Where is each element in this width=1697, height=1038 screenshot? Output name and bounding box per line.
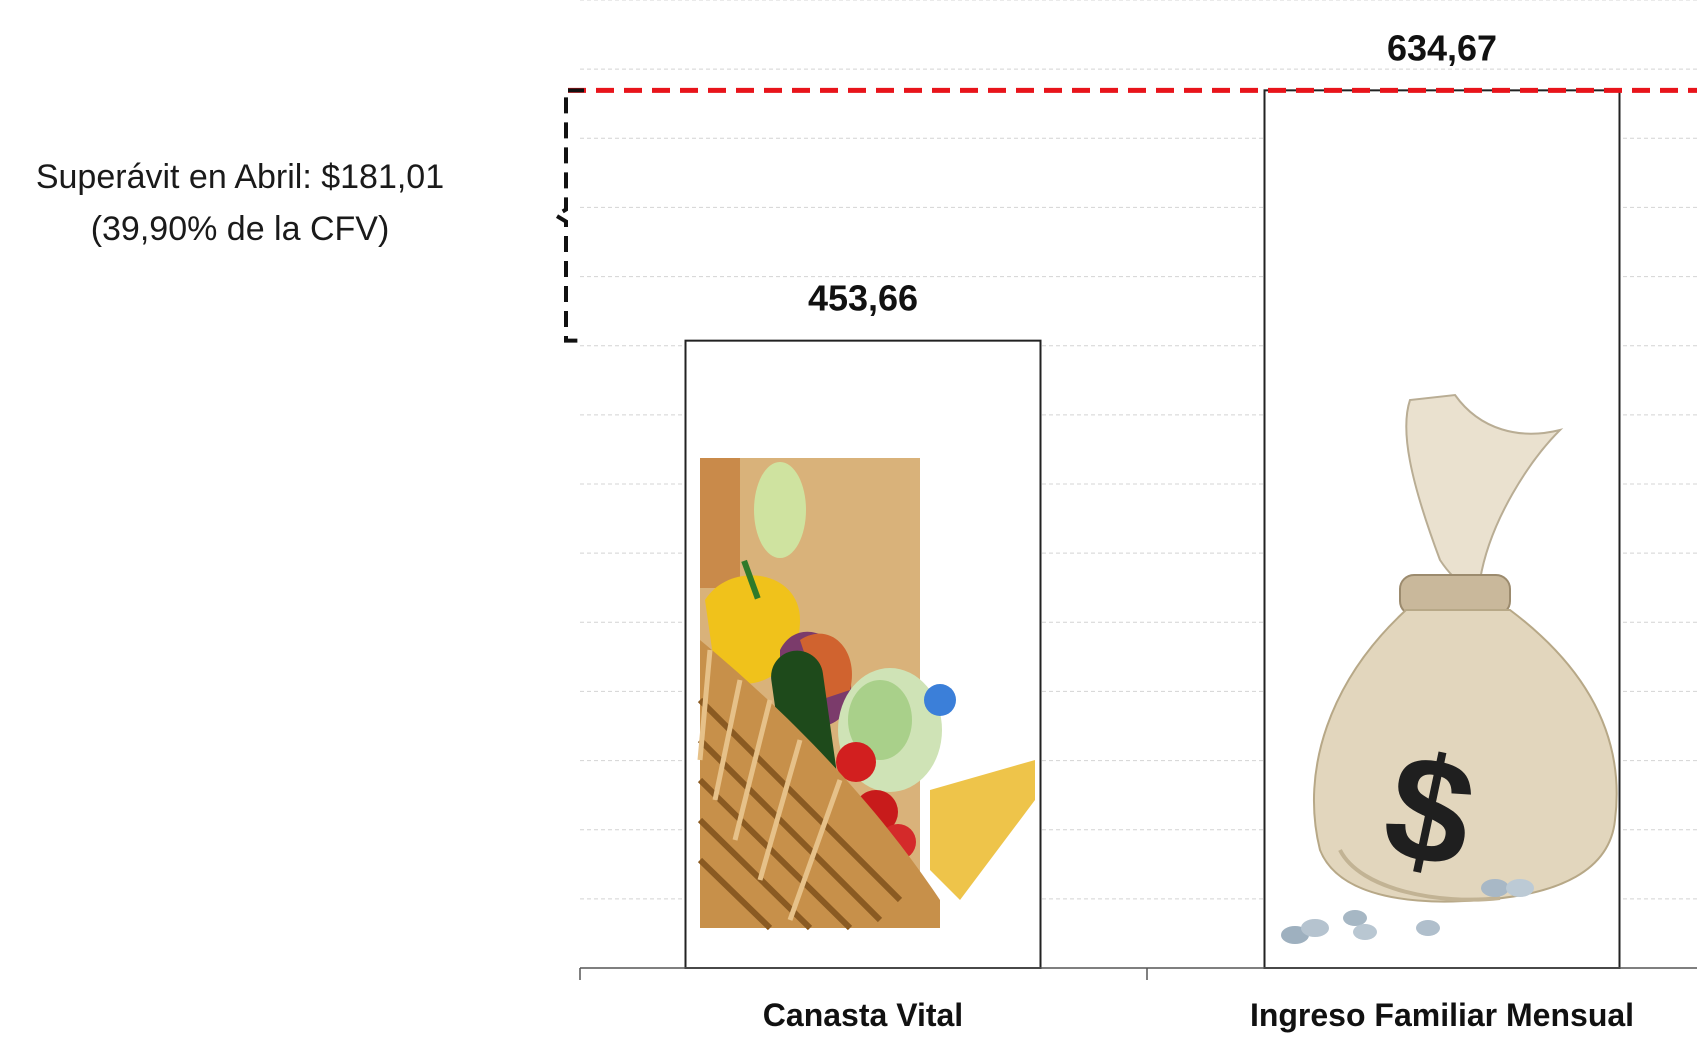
bar-ingreso-familiar-mensual: $ — [1263, 89, 1621, 970]
surplus-annotation-line1: Superávit en Abril: $181,01 — [36, 158, 444, 196]
value-label-ingreso-familiar: 634,67 — [1387, 27, 1497, 68]
vegetable-basket-icon — [697, 458, 1035, 931]
surplus-annotation-line2: (39,90% de la CFV) — [91, 210, 390, 248]
category-label-ingreso-familiar: Ingreso Familiar Mensual — [1250, 997, 1634, 1033]
bar-canasta-vital — [684, 339, 1042, 969]
money-bag-icon: $ — [1281, 393, 1618, 944]
value-label-canasta-vital: 453,66 — [808, 278, 918, 319]
surplus-bracket — [552, 88, 584, 343]
category-label-canasta-vital: Canasta Vital — [763, 997, 963, 1033]
